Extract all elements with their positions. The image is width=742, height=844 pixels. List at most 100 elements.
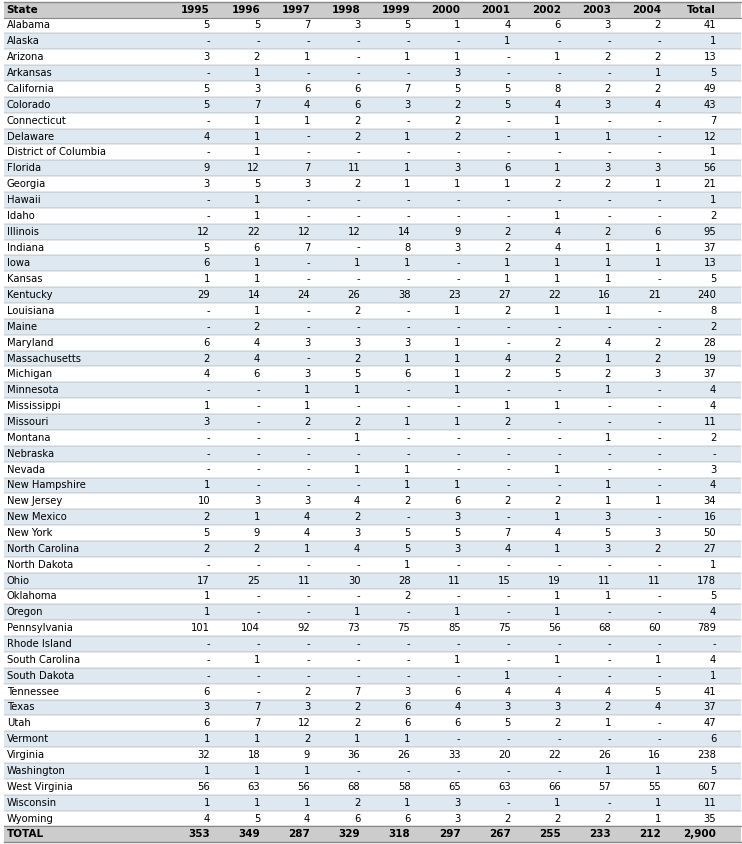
Text: 1: 1 [554, 132, 561, 142]
Text: 6: 6 [710, 734, 716, 744]
Text: 1: 1 [605, 433, 611, 443]
Text: 1: 1 [203, 401, 210, 411]
Text: 3: 3 [454, 798, 461, 808]
Bar [4, 604, 741, 620]
Text: -: - [306, 639, 310, 649]
Text: 1: 1 [554, 163, 561, 173]
Text: -: - [257, 560, 260, 570]
Text: 2: 2 [605, 84, 611, 94]
Text: South Dakota: South Dakota [7, 671, 74, 681]
Text: 1: 1 [505, 36, 510, 46]
Text: 1: 1 [505, 274, 510, 284]
Text: -: - [557, 148, 561, 157]
Text: -: - [206, 385, 210, 395]
Text: 20: 20 [498, 750, 510, 760]
Text: -: - [507, 512, 510, 522]
Text: 5: 5 [203, 84, 210, 94]
Text: Arkansas: Arkansas [7, 68, 53, 78]
Text: -: - [306, 560, 310, 570]
Text: 37: 37 [703, 370, 716, 380]
Bar [4, 65, 741, 81]
Text: 2: 2 [354, 306, 361, 316]
Text: 287: 287 [289, 830, 310, 840]
Text: -: - [457, 766, 461, 776]
Text: 607: 607 [697, 782, 716, 792]
Text: -: - [306, 449, 310, 459]
Bar [4, 81, 741, 97]
Text: 63: 63 [498, 782, 510, 792]
Text: -: - [407, 274, 410, 284]
Text: 2: 2 [654, 20, 661, 30]
Text: 4: 4 [605, 338, 611, 348]
Bar [4, 97, 741, 113]
Text: 9: 9 [203, 163, 210, 173]
Text: -: - [206, 36, 210, 46]
Text: 6: 6 [303, 84, 310, 94]
Text: 1: 1 [303, 401, 310, 411]
Text: 6: 6 [404, 814, 410, 824]
Text: -: - [607, 449, 611, 459]
Text: Wisconsin: Wisconsin [7, 798, 57, 808]
Text: 2: 2 [605, 52, 611, 62]
Text: -: - [407, 211, 410, 221]
Text: 92: 92 [298, 623, 310, 633]
Text: -: - [357, 766, 361, 776]
Text: 1: 1 [710, 560, 716, 570]
Text: 1: 1 [303, 385, 310, 395]
Text: 3: 3 [454, 68, 461, 78]
Text: -: - [657, 734, 661, 744]
Text: -: - [657, 116, 661, 126]
Text: 6: 6 [404, 718, 410, 728]
Bar [4, 192, 741, 208]
Text: 2004: 2004 [631, 4, 661, 14]
Text: 2: 2 [554, 338, 561, 348]
Text: 2: 2 [710, 433, 716, 443]
Text: 4: 4 [710, 655, 716, 665]
Text: 47: 47 [703, 718, 716, 728]
Text: Massachusetts: Massachusetts [7, 354, 81, 364]
Text: 5: 5 [710, 592, 716, 602]
Text: -: - [306, 195, 310, 205]
Text: 1: 1 [505, 401, 510, 411]
Text: -: - [206, 68, 210, 78]
Text: 2: 2 [404, 496, 410, 506]
Text: 1: 1 [203, 608, 210, 617]
Text: 1: 1 [454, 608, 461, 617]
Text: 2: 2 [354, 798, 361, 808]
Text: -: - [557, 560, 561, 570]
Text: 4: 4 [304, 814, 310, 824]
Text: 2: 2 [554, 496, 561, 506]
Text: 2002: 2002 [532, 4, 561, 14]
Text: -: - [407, 68, 410, 78]
Text: 1: 1 [254, 274, 260, 284]
Text: -: - [306, 148, 310, 157]
Text: -: - [507, 655, 510, 665]
Text: 3: 3 [710, 464, 716, 474]
Text: 1: 1 [303, 798, 310, 808]
Text: 104: 104 [241, 623, 260, 633]
Text: 1: 1 [554, 401, 561, 411]
Text: -: - [657, 480, 661, 490]
Text: -: - [357, 195, 361, 205]
Text: 7: 7 [303, 20, 310, 30]
Text: 3: 3 [204, 702, 210, 712]
Text: 2: 2 [554, 718, 561, 728]
Text: -: - [206, 195, 210, 205]
Text: 4: 4 [654, 702, 661, 712]
Text: -: - [206, 560, 210, 570]
Text: 2: 2 [605, 814, 611, 824]
Bar [4, 382, 741, 398]
Text: 1: 1 [454, 354, 461, 364]
Text: TOTAL: TOTAL [7, 830, 44, 840]
Text: 38: 38 [398, 290, 410, 300]
Text: 1: 1 [254, 512, 260, 522]
Text: 66: 66 [548, 782, 561, 792]
Text: -: - [607, 560, 611, 570]
Text: 2: 2 [505, 242, 510, 252]
Text: 178: 178 [697, 576, 716, 586]
Text: -: - [357, 671, 361, 681]
Text: 1: 1 [654, 179, 661, 189]
Text: 297: 297 [439, 830, 461, 840]
Text: 36: 36 [348, 750, 361, 760]
Text: 1: 1 [605, 242, 611, 252]
